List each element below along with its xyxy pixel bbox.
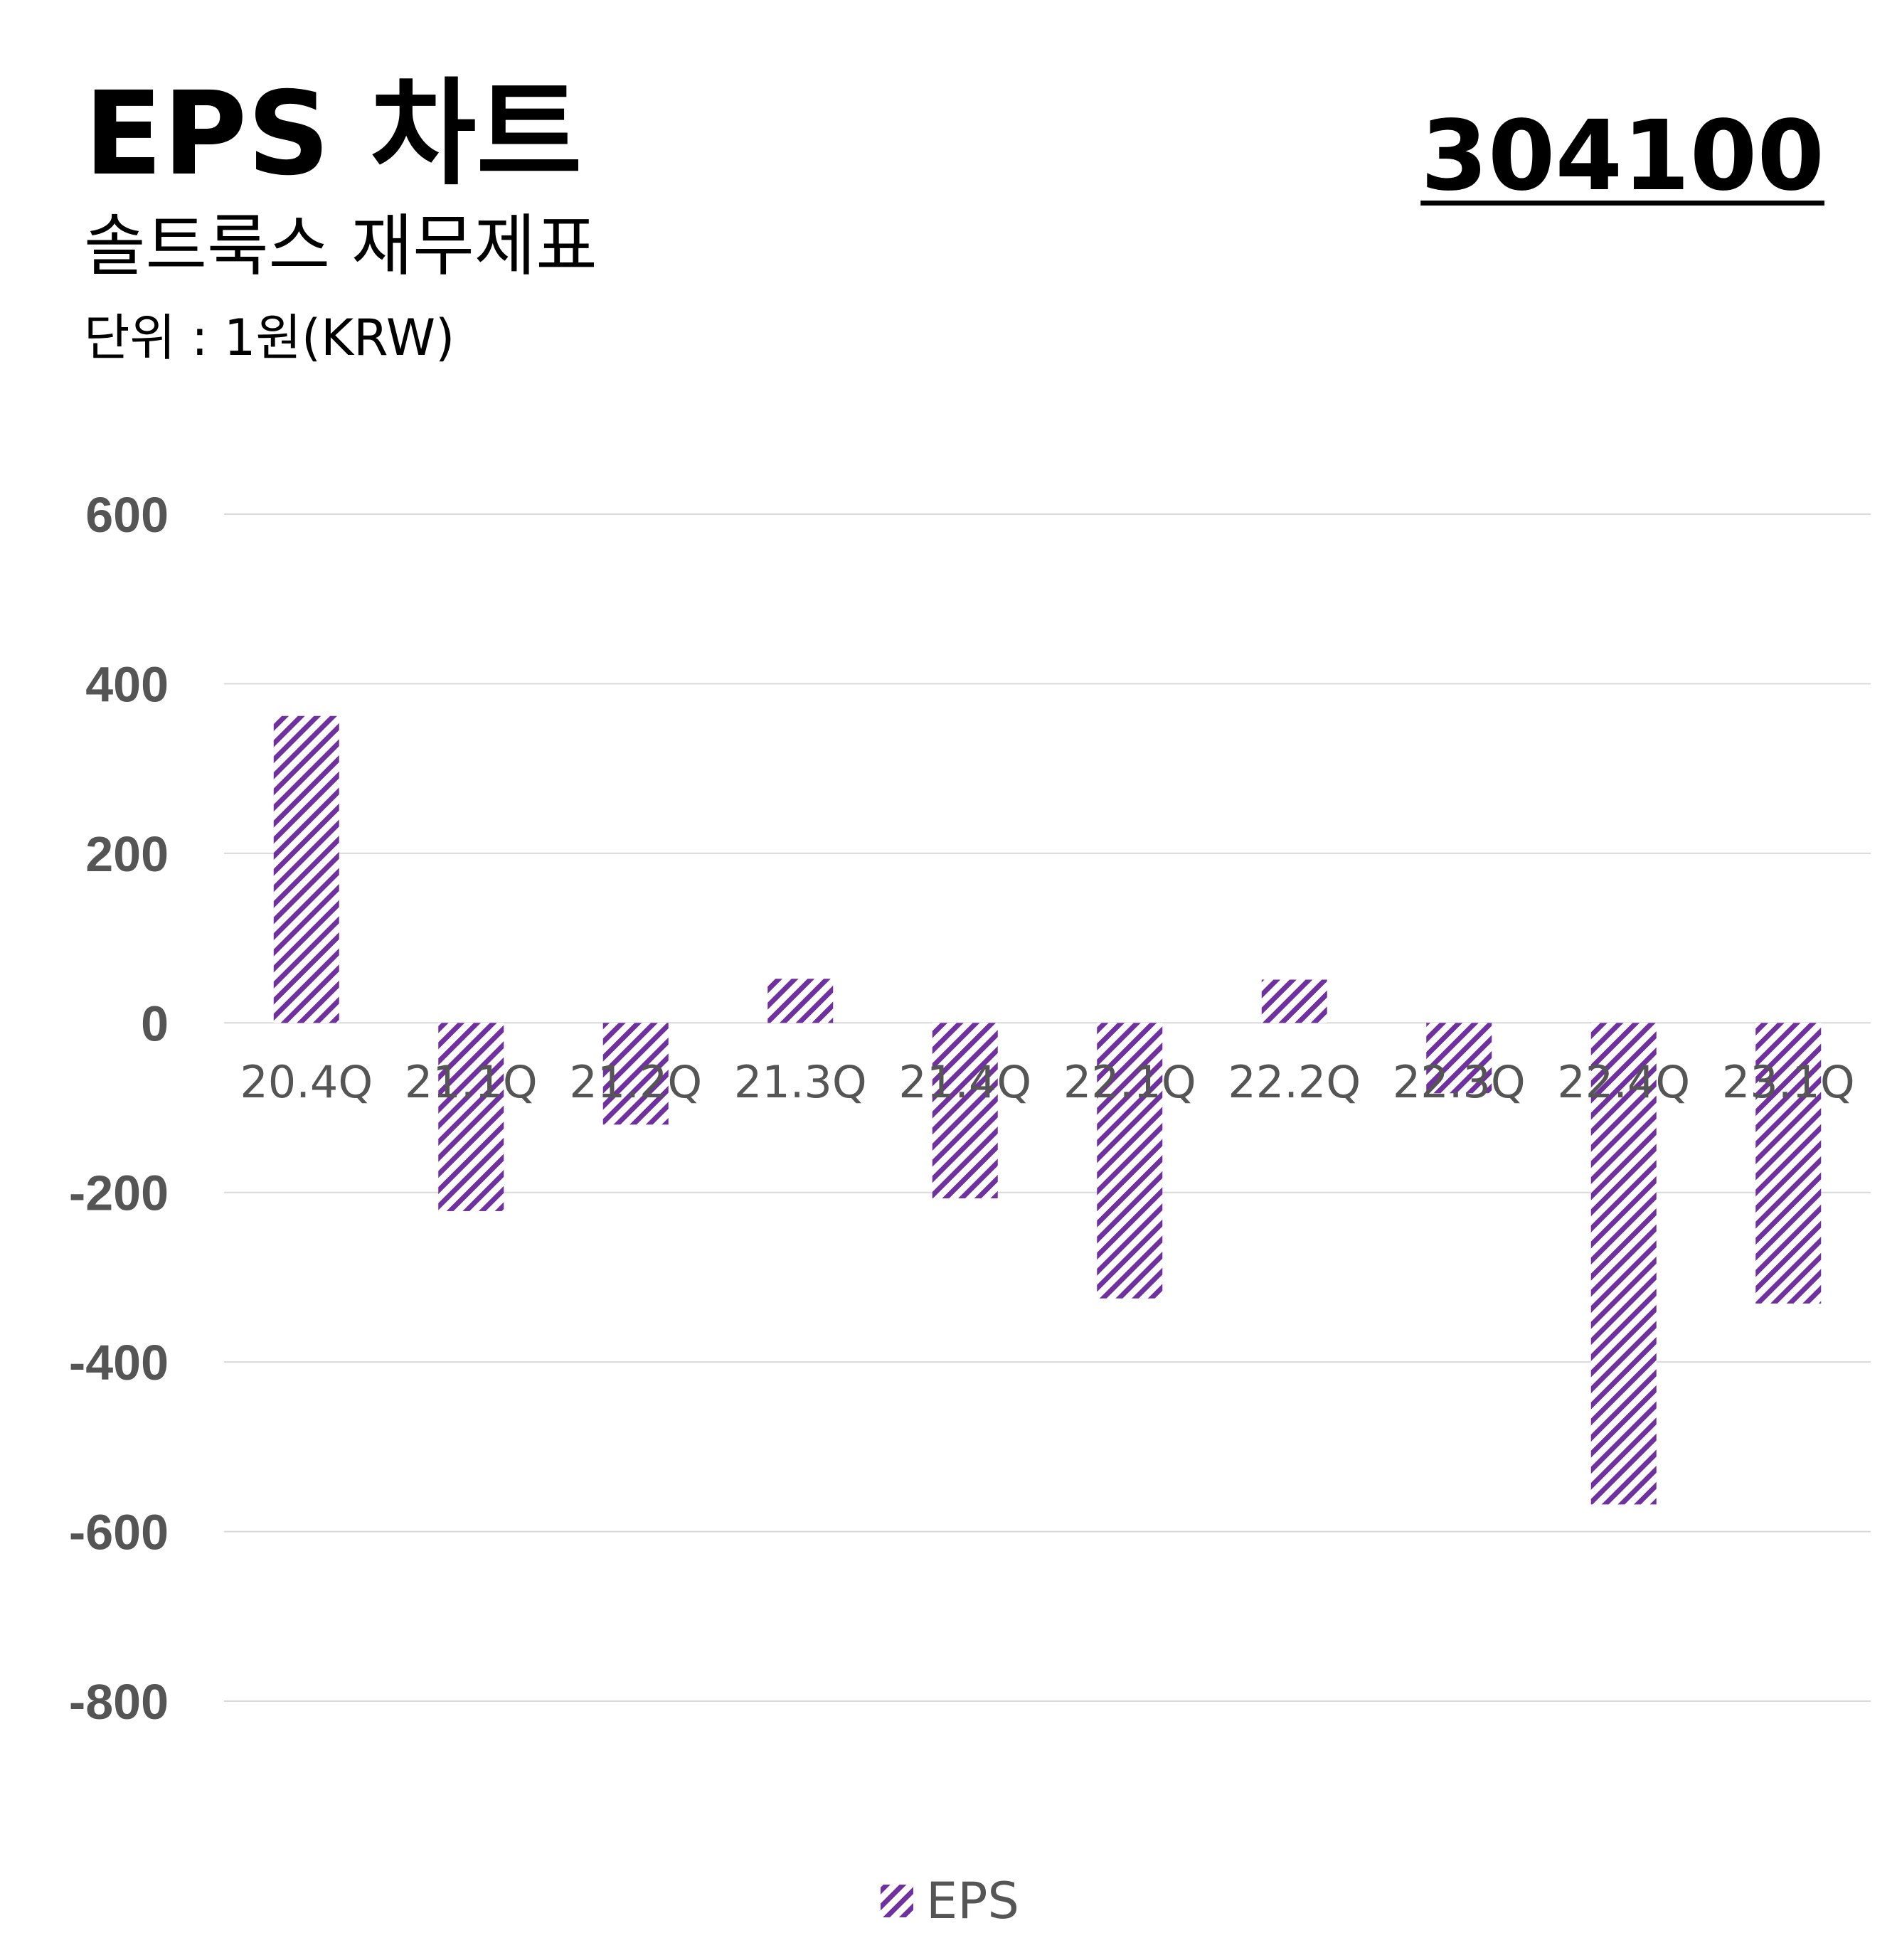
bar-20.4Q [273, 715, 339, 1023]
bar-23.1Q [1755, 1023, 1822, 1304]
x-tick-label: 22.3Q [1393, 1056, 1526, 1108]
y-tick-label: 400 [85, 656, 169, 712]
legend-label: EPS [926, 1872, 1019, 1930]
chart-title: EPS 차트 [84, 68, 583, 201]
ticker-code: 304100 [1420, 100, 1824, 213]
y-tick-label: 200 [85, 826, 169, 882]
y-tick-label: -200 [69, 1166, 169, 1221]
y-axis-ticks: 600 400 200 0 -200 -400 -600 -800 [69, 487, 169, 1730]
x-tick-label: 21.1Q [405, 1056, 538, 1108]
legend-swatch [881, 1885, 913, 1917]
y-tick-label: -400 [69, 1335, 169, 1390]
y-tick-label: 0 [141, 996, 169, 1051]
y-tick-label: -600 [69, 1505, 169, 1560]
x-tick-label: 21.2Q [569, 1056, 702, 1108]
chart-subtitle: 솔트룩스 재무제표 [84, 208, 597, 285]
y-tick-label: -800 [69, 1674, 169, 1730]
bar-22.2Q [1261, 979, 1327, 1023]
bar-21.4Q [932, 1023, 998, 1199]
bar-21.3Q [767, 979, 834, 1023]
x-axis-ticks: 20.4Q 21.1Q 21.2Q 21.3Q 21.4Q 22.1Q 22.2Q 22.3Q… [240, 1056, 1854, 1108]
bars [273, 715, 1822, 1505]
grid-lines [224, 513, 1871, 1702]
bar-22.1Q [1097, 1023, 1163, 1299]
x-tick-label: 20.4Q [240, 1056, 373, 1108]
y-tick-label: 600 [85, 487, 169, 543]
unit-label: 단위 : 1원(KRW) [84, 309, 455, 367]
x-tick-label: 22.4Q [1557, 1056, 1690, 1108]
legend: EPS [881, 1872, 1019, 1930]
x-tick-label: 23.1Q [1722, 1056, 1855, 1108]
x-tick-label: 21.3Q [734, 1056, 867, 1108]
bar-22.3Q [1426, 1023, 1492, 1094]
x-tick-label: 21.4Q [898, 1056, 1031, 1108]
bar-21.2Q [602, 1023, 669, 1125]
x-tick-label: 22.1Q [1063, 1056, 1196, 1108]
x-tick-label: 22.2Q [1228, 1056, 1361, 1108]
bar-22.4Q [1590, 1023, 1657, 1505]
bar-21.1Q [438, 1023, 504, 1211]
